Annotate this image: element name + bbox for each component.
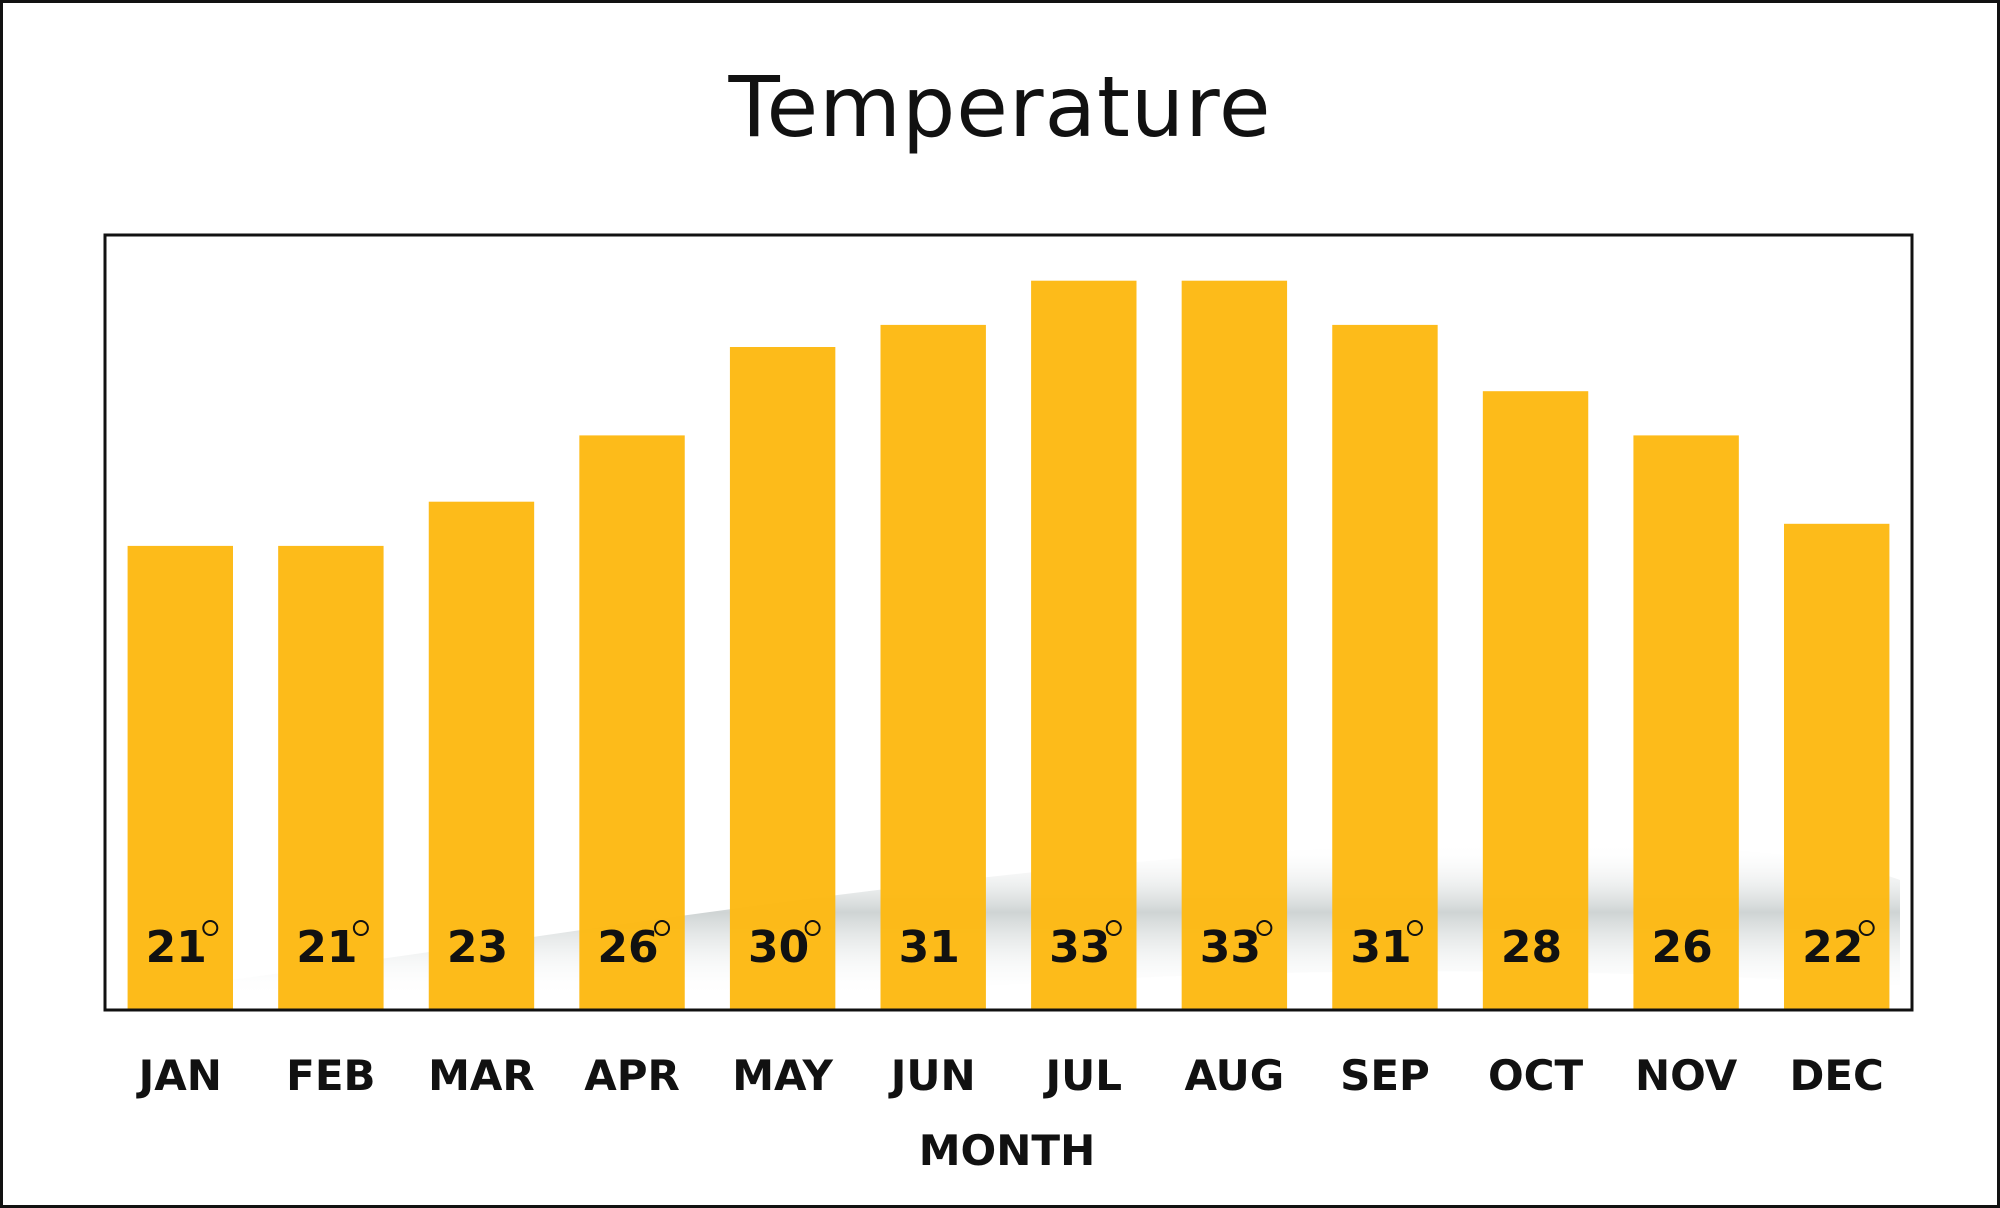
tick-label-apr: APR [584,1051,680,1100]
tick-label-mar: MAR [428,1051,535,1100]
degree-icon [1105,920,1122,936]
degree-icon [654,920,671,936]
bar-oct [1482,391,1589,1010]
bars-group [127,280,1890,1010]
tick-label-jun: JUN [888,1051,976,1100]
data-label-feb: 21 [296,922,357,973]
data-label-jun: 31 [899,922,960,973]
bar-jun [880,324,986,1010]
bar-aug [1181,280,1288,1010]
data-labels-group: 21 21 23 26 30 31 33 33 31 28 26 22 [146,920,1875,973]
tick-label-jan: JAN [136,1051,222,1100]
data-label-nov: 26 [1652,922,1713,973]
degree-icon [1256,920,1273,936]
data-label-sep: 31 [1350,922,1411,973]
tick-label-may: MAY [732,1051,833,1100]
tick-label-aug: AUG [1184,1051,1284,1100]
bar-apr [579,435,685,1010]
degree-icon [1406,920,1423,936]
bar-nov [1633,435,1739,1010]
bar-sep [1332,324,1438,1010]
bar-may [729,347,836,1010]
degree-icon [202,920,219,936]
bar-jul [1031,280,1137,1010]
data-label-oct: 28 [1501,922,1562,973]
x-axis-title: MONTH [919,1126,1095,1175]
chart-title: Temperature [728,58,1272,156]
tick-label-sep: SEP [1340,1051,1430,1100]
data-label-jul: 33 [1049,922,1110,973]
plot-area-border [103,233,1914,1012]
tick-label-nov: NOV [1635,1051,1738,1100]
degree-icon [804,920,821,936]
data-label-jan: 21 [146,922,207,973]
tick-label-oct: OCT [1488,1051,1584,1100]
data-label-may: 30 [748,922,809,973]
tick-label-jul: JUL [1043,1051,1123,1100]
degree-icon [352,920,369,936]
data-label-dec: 22 [1802,922,1863,973]
bar-dec [1784,523,1890,1010]
bar-mar [428,501,535,1010]
degree-icon [1858,920,1875,936]
data-label-mar: 23 [447,922,508,973]
x-tick-labels: JAN FEB MAR APR MAY JUN JUL AUG SEP OCT NOV DEC [136,1051,1884,1100]
tick-label-feb: FEB [286,1051,375,1100]
tick-label-dec: DEC [1790,1051,1884,1100]
data-label-apr: 26 [597,922,658,973]
data-label-aug: 33 [1200,922,1261,973]
